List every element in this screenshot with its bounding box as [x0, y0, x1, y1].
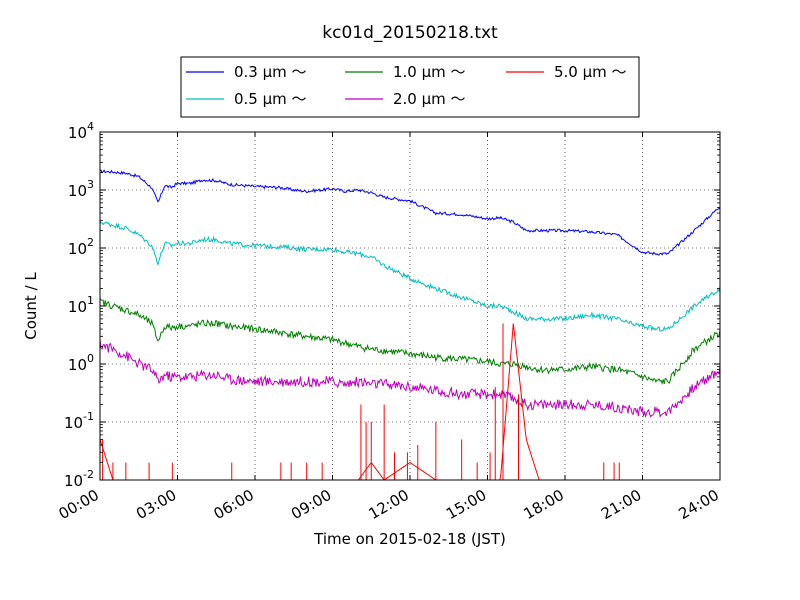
x-tick-label: 12:00: [366, 486, 412, 523]
y-tick-label: 101: [68, 294, 94, 316]
legend-box: [180, 56, 640, 118]
legend-label: 1.0 μm ～: [393, 63, 466, 81]
series-group: [99, 169, 721, 481]
y-axis-label: Count / L: [22, 272, 40, 340]
x-tick-label: 03:00: [133, 486, 179, 523]
x-tick-label: 15:00: [443, 486, 489, 523]
x-tick-label: 24:00: [676, 486, 722, 523]
series-line: [99, 298, 721, 385]
x-tick-label: 00:00: [56, 486, 102, 523]
grid-lines: [100, 132, 720, 480]
x-tick-label: 09:00: [288, 486, 334, 523]
series-line: [99, 339, 721, 419]
legend: 0.3 μm ～ 1.0 μm ～ 5.0 μm ～ 0.5 μm ～ 2.0 μm ～: [180, 56, 640, 118]
y-tick-label: 100: [68, 352, 94, 374]
x-tick-label: 18:00: [521, 486, 567, 523]
legend-label: 2.0 μm ～: [393, 90, 466, 108]
x-tick-labels: 00:00 03:00 06:00 09:00 12:00 15:00 18:00 21:00…: [56, 486, 722, 523]
tick-marks: [99, 131, 721, 481]
y-tick-label: 104: [68, 120, 94, 142]
series-line: [99, 169, 721, 256]
x-axis-label: Time on 2015-02-18 (JST): [313, 530, 506, 548]
legend-label: 0.3 μm ～: [234, 63, 307, 81]
y-tick-label: 102: [68, 236, 94, 258]
x-tick-label: 06:00: [211, 486, 257, 523]
x-tick-label: 21:00: [598, 486, 644, 523]
y-tick-label: 103: [68, 178, 94, 200]
legend-label: 5.0 μm ～: [554, 63, 627, 81]
series-line: [99, 219, 721, 332]
chart-title: kc01d_20150218.txt: [322, 23, 498, 43]
y-tick-label: 10-1: [64, 410, 94, 432]
y-tick-labels: 10-2 10-1 100 101 102 103 104: [64, 120, 94, 490]
legend-label: 0.5 μm ～: [234, 90, 307, 108]
y-tick-label: 10-2: [64, 468, 94, 490]
